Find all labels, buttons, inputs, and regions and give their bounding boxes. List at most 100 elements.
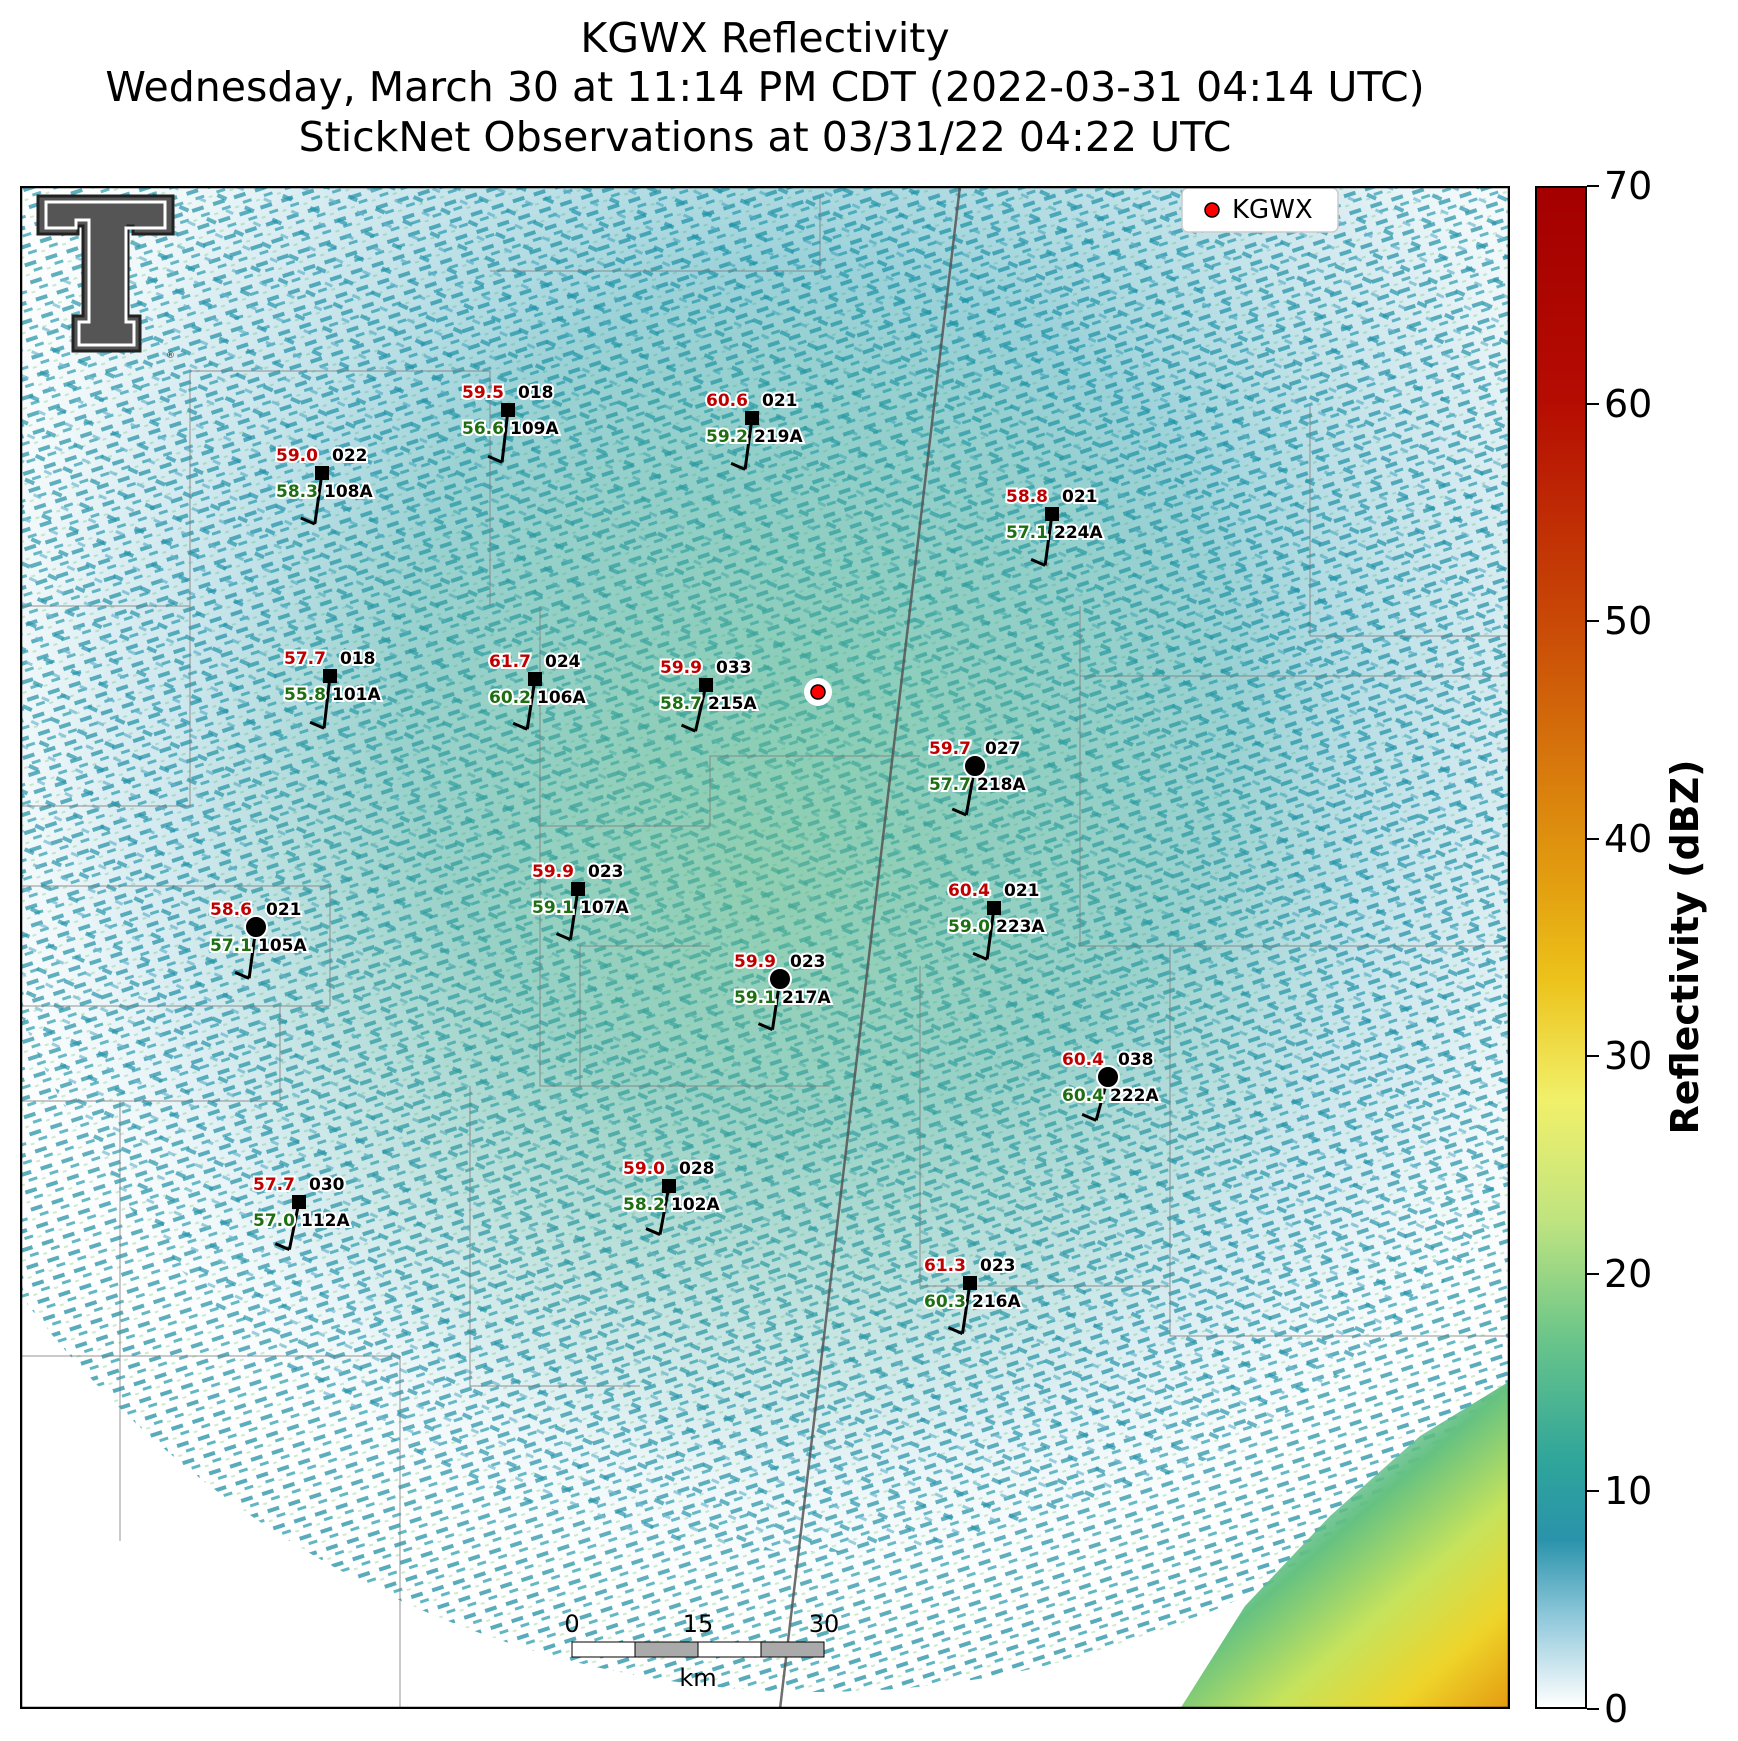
station-temperature: 61.7 [489,652,531,672]
station-marker-square [963,1276,977,1290]
colorbar-tick-label: 50 [1604,599,1653,644]
station-temperature: 59.7 [929,739,971,759]
station-id: 218A [977,775,1026,795]
station-marker-circle [768,967,792,991]
station-marker-square [745,411,759,425]
station-id: 219A [754,427,803,447]
colorbar-tick-label: 70 [1604,164,1653,208]
colorbar-tick-mark [1587,1055,1599,1058]
station-dewpoint: 57.7 [929,775,971,795]
station-temperature: 57.7 [284,649,326,669]
texas-tech-double-t-logo: ® [36,194,175,361]
wind-barb [300,472,324,526]
chart-subtitle-time: Wednesday, March 30 at 11:14 PM CDT (202… [105,63,1425,111]
station-223A: 60.4 021 59.0 223A [946,879,1047,961]
station-id: 222A [1110,1086,1159,1106]
station-wind-direction: 021 [1062,487,1098,507]
station-marker-circle [244,915,268,939]
station-temperature: 59.0 [276,446,318,466]
colorbar-tick-label: 30 [1604,1034,1653,1079]
station-id: 224A [1054,523,1103,543]
station-wind-direction: 030 [309,1175,345,1195]
station-temperature: 60.4 [1062,1050,1104,1070]
station-wind-direction: 024 [545,652,581,672]
station-temperature: 58.6 [210,900,252,920]
station-marker-square [571,882,585,896]
wind-barb [680,684,708,733]
station-wind-direction: 038 [1118,1050,1154,1070]
station-marker-square [323,669,337,683]
station-temperature: 58.8 [1006,487,1048,507]
scale-tick-15: 15 [683,1610,714,1638]
wind-barb [274,1201,301,1252]
station-marker-square [292,1195,306,1209]
wind-barb [555,888,580,942]
legend-label: KGWX [1232,195,1313,225]
station-id: 217A [782,988,831,1008]
station-id: 109A [510,419,559,439]
scale-tick-0: 0 [564,1610,579,1638]
radar-map: 59.5 018 56.6 109A 60.6 021 59.2 219A 59.0 022 58.… [20,186,1510,1709]
colorbar-tick-mark [1587,1272,1599,1275]
station-dewpoint: 59.2 [706,427,748,447]
station-wind-direction: 018 [340,649,376,669]
station-marker-square [987,901,1001,915]
station-112A: 57.7 030 57.0 112A [251,1173,352,1252]
colorbar-tick-label: 20 [1604,1251,1653,1296]
scale-tick-30: 30 [809,1610,840,1638]
station-dewpoint: 58.3 [276,482,318,502]
station-dewpoint: 59.1 [532,898,574,918]
station-106A: 61.7 024 60.2 106A [487,650,588,731]
station-dewpoint: 56.6 [462,419,504,439]
station-marker-square [501,403,515,417]
station-id: 216A [972,1292,1021,1312]
wind-barb [645,1185,671,1236]
station-temperature: 59.9 [734,952,776,972]
colorbar-tick-label: 0 [1604,1687,1629,1731]
station-wind-direction: 018 [518,383,554,403]
station-222A: 60.4 038 60.4 222A [1060,1048,1161,1122]
station-dewpoint: 55.8 [284,685,326,705]
station-id: 107A [580,898,629,918]
station-219A: 60.6 021 59.2 219A [704,389,805,471]
station-217A: 59.9 023 59.1 217A [732,950,833,1032]
station-102A: 59.0 028 58.2 102A [621,1157,722,1236]
station-dewpoint: 59.0 [948,917,990,937]
station-dewpoint: 57.0 [253,1211,295,1231]
colorbar-tick-mark [1587,402,1599,405]
station-id: 101A [332,685,381,705]
station-id: 215A [708,694,757,714]
colorbar-tick-label: 60 [1604,381,1653,426]
county-boundaries [20,196,1510,1709]
colorbar-tick-label: 40 [1604,816,1653,861]
svg-text:®: ® [166,351,175,361]
station-dewpoint: 59.1 [734,988,776,1008]
wind-barb [947,1282,972,1336]
colorbar [1535,186,1587,1709]
station-marker-square [1045,507,1059,521]
station-216A: 61.3 023 60.3 216A [922,1254,1023,1336]
station-marker-square [315,466,329,480]
station-id: 112A [301,1211,350,1231]
station-dewpoint: 58.2 [623,1195,665,1215]
wind-barb [730,417,754,471]
scale-unit: km [679,1664,716,1692]
station-marker-circle [1096,1065,1120,1089]
station-dewpoint: 60.4 [1062,1086,1104,1106]
wind-barb [309,675,332,730]
colorbar-tick-label: 10 [1604,1469,1653,1514]
storm-echo-region [1180,1381,1510,1709]
station-marker-square [662,1179,676,1193]
station-dewpoint: 57.1 [1006,523,1048,543]
station-wind-direction: 027 [985,739,1021,759]
colorbar-tick-mark [1587,1490,1599,1493]
station-id: 102A [671,1195,720,1215]
station-wind-direction: 021 [266,900,302,920]
station-temperature: 57.7 [253,1175,295,1195]
station-temperature: 61.3 [924,1256,966,1276]
station-105A: 58.6 021 57.1 105A [208,898,309,980]
station-id: 105A [258,936,307,956]
station-dewpoint: 57.1 [210,936,252,956]
wind-barb [1030,513,1054,567]
station-wind-direction: 022 [332,446,368,466]
